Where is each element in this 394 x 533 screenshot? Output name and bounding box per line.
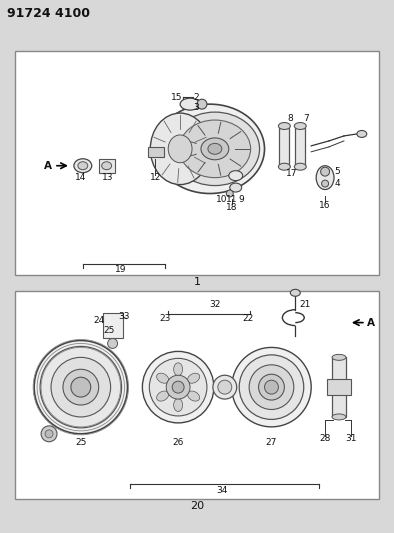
Ellipse shape (201, 138, 229, 160)
Text: 21: 21 (299, 300, 311, 309)
Bar (103, 313, 123, 338)
Text: 5: 5 (334, 167, 340, 176)
Text: 3: 3 (193, 103, 199, 111)
Ellipse shape (232, 348, 311, 427)
Text: 32: 32 (209, 300, 221, 309)
Ellipse shape (264, 380, 279, 394)
Text: 19: 19 (115, 265, 126, 274)
Ellipse shape (230, 183, 242, 192)
Ellipse shape (157, 373, 169, 383)
Ellipse shape (332, 414, 346, 420)
Text: 34: 34 (216, 486, 227, 495)
Text: 2: 2 (193, 93, 199, 102)
Ellipse shape (258, 374, 284, 400)
Circle shape (226, 190, 233, 197)
Text: 11: 11 (226, 195, 238, 204)
Ellipse shape (34, 341, 128, 434)
Ellipse shape (151, 113, 210, 184)
Text: 12: 12 (150, 173, 161, 182)
Ellipse shape (294, 123, 306, 130)
Ellipse shape (170, 112, 260, 185)
Text: 20: 20 (190, 502, 204, 511)
Ellipse shape (188, 373, 200, 383)
Circle shape (41, 426, 57, 442)
Ellipse shape (78, 161, 88, 169)
Ellipse shape (249, 365, 294, 409)
Text: 13: 13 (102, 173, 113, 182)
Text: 22: 22 (242, 314, 253, 323)
Text: 26: 26 (173, 438, 184, 447)
Bar (149, 147, 164, 157)
Text: 15: 15 (171, 93, 183, 102)
Circle shape (321, 167, 329, 176)
Circle shape (197, 99, 207, 109)
Text: 10: 10 (216, 195, 228, 204)
Ellipse shape (229, 171, 243, 181)
Circle shape (45, 430, 53, 438)
Text: 33: 33 (119, 312, 130, 321)
Ellipse shape (63, 369, 99, 405)
Bar (327, 379, 351, 395)
Ellipse shape (166, 375, 190, 399)
Ellipse shape (180, 98, 200, 110)
Text: 9: 9 (239, 195, 245, 204)
Ellipse shape (40, 346, 121, 428)
Text: 31: 31 (345, 434, 357, 443)
Bar (15, 51, 379, 275)
Ellipse shape (290, 289, 300, 296)
Bar (332, 357, 346, 417)
Ellipse shape (168, 135, 192, 163)
Ellipse shape (149, 358, 207, 416)
Text: 28: 28 (320, 434, 331, 443)
Text: 24: 24 (93, 316, 104, 325)
Ellipse shape (279, 123, 290, 130)
Text: 23: 23 (160, 314, 171, 323)
Text: 7: 7 (303, 114, 309, 123)
Text: 25: 25 (103, 326, 114, 335)
Ellipse shape (213, 375, 237, 399)
Text: 25: 25 (75, 438, 87, 447)
Ellipse shape (74, 159, 92, 173)
Text: 18: 18 (226, 203, 238, 212)
Text: 1: 1 (193, 277, 201, 287)
Ellipse shape (142, 351, 214, 423)
Ellipse shape (174, 399, 182, 411)
Text: 8: 8 (288, 114, 293, 123)
Circle shape (108, 338, 117, 349)
Ellipse shape (155, 104, 264, 193)
Bar (279, 128, 289, 166)
Text: 27: 27 (266, 438, 277, 447)
Ellipse shape (332, 354, 346, 360)
Text: A: A (367, 318, 375, 328)
Text: 16: 16 (320, 201, 331, 210)
Ellipse shape (279, 163, 290, 170)
Ellipse shape (172, 381, 184, 393)
Ellipse shape (102, 161, 112, 169)
Text: A: A (44, 161, 52, 171)
Ellipse shape (208, 143, 222, 154)
Circle shape (322, 180, 329, 187)
Bar (15, 291, 379, 499)
Ellipse shape (188, 391, 200, 401)
Text: 4: 4 (334, 179, 340, 188)
Ellipse shape (157, 391, 169, 401)
Ellipse shape (357, 131, 367, 138)
Text: 17: 17 (286, 169, 297, 178)
Bar (99, 159, 115, 173)
Text: 91724 4100: 91724 4100 (7, 7, 90, 20)
Ellipse shape (294, 163, 306, 170)
Bar (295, 128, 305, 166)
Text: 14: 14 (75, 173, 87, 182)
Ellipse shape (51, 357, 111, 417)
Ellipse shape (174, 363, 182, 376)
Ellipse shape (218, 380, 232, 394)
Ellipse shape (316, 166, 334, 190)
Ellipse shape (71, 377, 91, 397)
Ellipse shape (179, 120, 251, 177)
Ellipse shape (239, 355, 304, 419)
